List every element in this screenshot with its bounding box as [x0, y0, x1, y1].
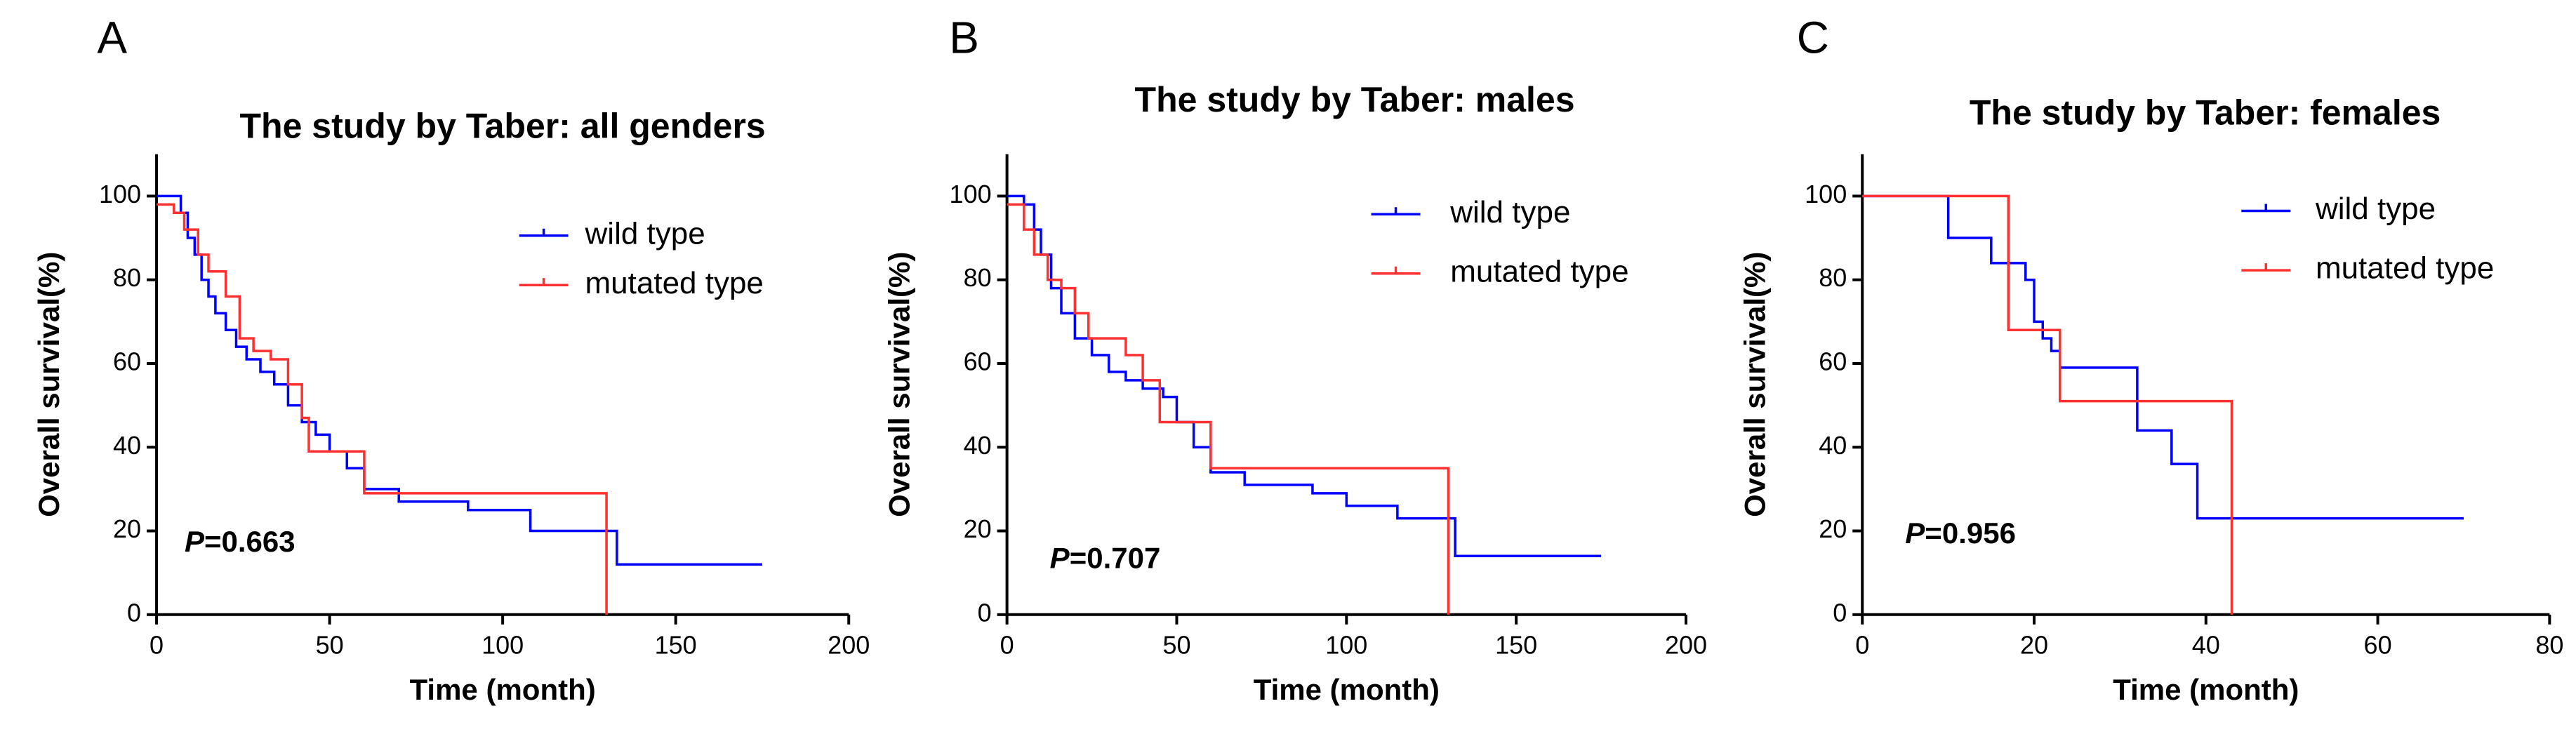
x-tick-label: 20 [2020, 630, 2048, 659]
x-tick-label: 150 [1495, 630, 1537, 659]
y-tick-label: 0 [127, 598, 141, 627]
p-value: P=0.956 [1905, 517, 2016, 549]
y-tick-label: 0 [978, 598, 992, 627]
x-tick-label: 200 [1665, 630, 1707, 659]
x-tick-label: 100 [1325, 630, 1367, 659]
x-tick-label: 100 [482, 630, 524, 659]
legend-label: wild type [585, 216, 705, 251]
x-axis-label: Time (month) [2113, 673, 2299, 706]
chart-title: The study by Taber: females [1970, 93, 2441, 133]
p-number: =0.707 [1070, 541, 1161, 574]
survival-curve [1007, 203, 1450, 615]
x-tick-label: 150 [655, 630, 697, 659]
legend-label: wild type [1449, 195, 1570, 229]
x-tick-label: 0 [1855, 630, 1869, 659]
y-tick-label: 40 [1819, 431, 1847, 460]
x-tick-label: 0 [150, 630, 164, 659]
p-symbol: P [1050, 541, 1070, 574]
y-tick-label: 80 [964, 263, 992, 292]
p-number: =0.956 [1925, 517, 2016, 549]
y-tick-label: 100 [1805, 180, 1847, 208]
survival-curve [1862, 194, 2464, 520]
y-tick-label: 40 [964, 431, 992, 460]
y-tick-label: 60 [964, 347, 992, 375]
p-value: P=0.663 [185, 525, 296, 558]
y-tick-label: 100 [99, 180, 141, 208]
y-tick-label: 40 [113, 431, 141, 460]
x-tick-label: 80 [2535, 630, 2563, 659]
y-tick-label: 20 [964, 514, 992, 543]
legend-label: mutated type [585, 266, 764, 300]
p-symbol: P [1905, 517, 1925, 549]
x-tick-label: 200 [828, 630, 870, 659]
y-axis-label: Overall survival(%) [32, 252, 65, 517]
legend-label: wild type [2315, 192, 2436, 226]
panel-letter: B [949, 13, 979, 63]
legend-label: mutated type [2316, 251, 2494, 286]
y-tick-label: 100 [950, 180, 992, 208]
p-symbol: P [185, 525, 205, 558]
survival-curve [1862, 194, 2233, 615]
panel-letter: C [1797, 13, 1829, 63]
y-axis-label: Overall survival(%) [883, 252, 916, 517]
y-tick-label: 60 [113, 347, 141, 375]
survival-curve [1007, 194, 1602, 558]
y-tick-label: 20 [113, 514, 141, 543]
x-axis-label: Time (month) [1254, 673, 1440, 706]
survival-curve [157, 203, 608, 615]
x-axis-label: Time (month) [410, 673, 596, 706]
x-tick-label: 40 [2192, 630, 2220, 659]
x-tick-label: 50 [1162, 630, 1190, 659]
x-tick-label: 0 [1000, 630, 1014, 659]
legend-label: mutated type [1450, 254, 1628, 288]
y-axis-label: Overall survival(%) [1738, 252, 1771, 517]
p-number: =0.663 [204, 525, 296, 558]
x-tick-label: 60 [2364, 630, 2392, 659]
y-tick-label: 80 [1819, 263, 1847, 292]
chart-title: The study by Taber: males [1135, 80, 1575, 119]
y-tick-label: 0 [1833, 598, 1847, 627]
chart-title: The study by Taber: all genders [240, 106, 766, 145]
y-tick-label: 80 [113, 263, 141, 292]
y-tick-label: 60 [1819, 347, 1847, 375]
survival-curve [157, 194, 762, 566]
panel-letter: A [97, 13, 127, 63]
p-value: P=0.707 [1050, 541, 1161, 574]
y-tick-label: 20 [1819, 514, 1847, 543]
x-tick-label: 50 [316, 630, 344, 659]
